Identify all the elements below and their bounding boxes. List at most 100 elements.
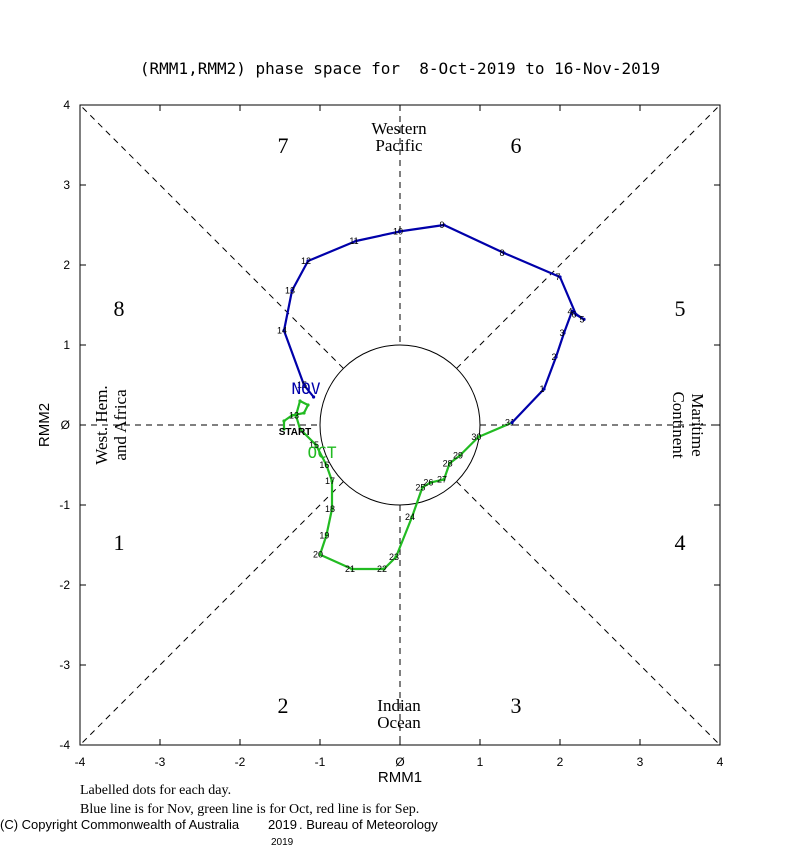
day-label-nov: 13 bbox=[285, 286, 295, 296]
y-tick-label: -4 bbox=[59, 738, 70, 752]
data-point-oct bbox=[282, 427, 286, 431]
data-point-oct bbox=[324, 463, 328, 467]
phase-label-2: 2 bbox=[278, 693, 289, 718]
data-point-oct bbox=[420, 485, 424, 489]
day-label-nov: 15 bbox=[297, 380, 307, 390]
day-label-oct: 19 bbox=[319, 530, 329, 540]
nov-month-label: NOV bbox=[292, 379, 321, 398]
data-point-oct bbox=[314, 443, 318, 447]
data-point-nov bbox=[502, 251, 506, 255]
data-point-oct bbox=[428, 481, 432, 485]
region-top-line1: Western bbox=[371, 119, 427, 138]
data-point-oct bbox=[350, 567, 354, 571]
data-point-oct bbox=[410, 515, 414, 519]
day-label-oct: 26 bbox=[423, 478, 433, 488]
day-label-oct: 24 bbox=[405, 512, 415, 522]
data-point-oct bbox=[448, 461, 452, 465]
plot-area bbox=[79, 104, 721, 746]
data-point-nov bbox=[558, 275, 562, 279]
day-label-nov: 6 bbox=[571, 310, 576, 320]
data-point-oct bbox=[298, 427, 302, 431]
day-label-oct: 29 bbox=[453, 450, 463, 460]
region-right-line2: Continent bbox=[669, 391, 688, 458]
footer-copyright: (C) Copyright Commonwealth of Australia bbox=[0, 817, 240, 832]
y-tick-label: -3 bbox=[59, 658, 70, 672]
day-label-nov: 14 bbox=[277, 326, 287, 336]
day-label-nov: 11 bbox=[349, 236, 358, 246]
phase-label-8: 8 bbox=[114, 296, 125, 321]
data-point-oct bbox=[330, 507, 334, 511]
chart-title: (RMM1,RMM2) phase space for 8-Oct-2019 t… bbox=[140, 59, 660, 78]
y-axis-label: RMM2 bbox=[36, 403, 53, 447]
region-left-line1: West. Hem. bbox=[92, 385, 111, 464]
x-tick-label: 4 bbox=[717, 755, 724, 769]
day-label-nov: 8 bbox=[499, 248, 504, 258]
day-label-oct: 28 bbox=[443, 458, 453, 468]
day-label-oct: 15 bbox=[309, 440, 319, 450]
day-label-nov: 12 bbox=[301, 256, 311, 266]
x-tick-label: -4 bbox=[75, 755, 86, 769]
phase-label-3: 3 bbox=[511, 693, 522, 718]
y-tick-label: 3 bbox=[63, 178, 70, 192]
phase-label-7: 7 bbox=[278, 133, 289, 158]
day-label-nov: 3 bbox=[559, 328, 564, 338]
data-point-nov bbox=[282, 329, 286, 333]
day-label-oct: 23 bbox=[389, 552, 399, 562]
data-point-oct bbox=[282, 419, 286, 423]
data-point-nov bbox=[398, 229, 402, 233]
y-tick-label: 4 bbox=[63, 98, 70, 112]
data-point-oct bbox=[476, 435, 480, 439]
footer-year-mid: 2019 bbox=[268, 817, 297, 832]
data-point-nov bbox=[582, 317, 586, 321]
day-label-oct: 27 bbox=[437, 474, 447, 484]
data-point-oct bbox=[458, 453, 462, 457]
day-label-nov: 5 bbox=[579, 314, 584, 324]
data-point-oct bbox=[318, 553, 322, 557]
y-tick-label: -1 bbox=[59, 498, 70, 512]
region-left-line2: and Africa bbox=[111, 389, 130, 461]
data-point-nov bbox=[510, 421, 514, 425]
phase-guides bbox=[79, 104, 721, 746]
day-label-oct: 30 bbox=[471, 432, 481, 442]
day-label-oct: 13 bbox=[289, 410, 299, 420]
start-label: START bbox=[279, 427, 312, 438]
phase-labels: 7 6 8 5 1 4 2 3 bbox=[114, 133, 686, 718]
data-point-oct bbox=[442, 477, 446, 481]
phase-label-5: 5 bbox=[675, 296, 686, 321]
data-point-oct bbox=[306, 403, 310, 407]
data-point-nov bbox=[574, 313, 578, 317]
day-label-nov: 2 bbox=[551, 352, 556, 362]
data-point-oct bbox=[324, 533, 328, 538]
data-point-nov bbox=[570, 309, 574, 313]
data-point-oct bbox=[294, 413, 298, 417]
region-labels: Western Pacific Indian Ocean West. Hem. … bbox=[92, 119, 707, 732]
day-label-nov: 1 bbox=[539, 384, 544, 394]
x-axis-label: RMM1 bbox=[378, 769, 422, 786]
data-point-oct bbox=[394, 555, 398, 559]
day-label-nov: 7 bbox=[555, 272, 560, 282]
guide-diag-ne bbox=[456, 104, 721, 369]
series-line-oct bbox=[282, 399, 513, 571]
phase-label-1: 1 bbox=[114, 530, 125, 555]
data-point-nov bbox=[354, 239, 358, 243]
region-bottom-line1: Indian bbox=[377, 696, 421, 715]
day-label-oct: 20 bbox=[313, 550, 323, 560]
data-point-nov bbox=[312, 395, 316, 399]
guide-diag-nw bbox=[79, 104, 344, 369]
region-bottom-line2: Ocean bbox=[377, 713, 421, 732]
x-tick-label: -1 bbox=[315, 755, 326, 769]
day-label-oct: 31 bbox=[505, 418, 515, 428]
x-tick-label: 3 bbox=[637, 755, 644, 769]
data-point-nov bbox=[542, 387, 546, 391]
oct-month-label: OCT bbox=[308, 443, 337, 462]
y-tick-label: 2 bbox=[63, 258, 70, 272]
data-point-nov bbox=[290, 289, 294, 293]
x-tick-label: 1 bbox=[477, 755, 484, 769]
footer-note-2: Blue line is for Nov, green line is for … bbox=[80, 802, 419, 817]
x-tick-label: -3 bbox=[155, 755, 166, 769]
day-label-oct: 25 bbox=[415, 482, 425, 492]
day-label-oct: 22 bbox=[377, 564, 387, 574]
